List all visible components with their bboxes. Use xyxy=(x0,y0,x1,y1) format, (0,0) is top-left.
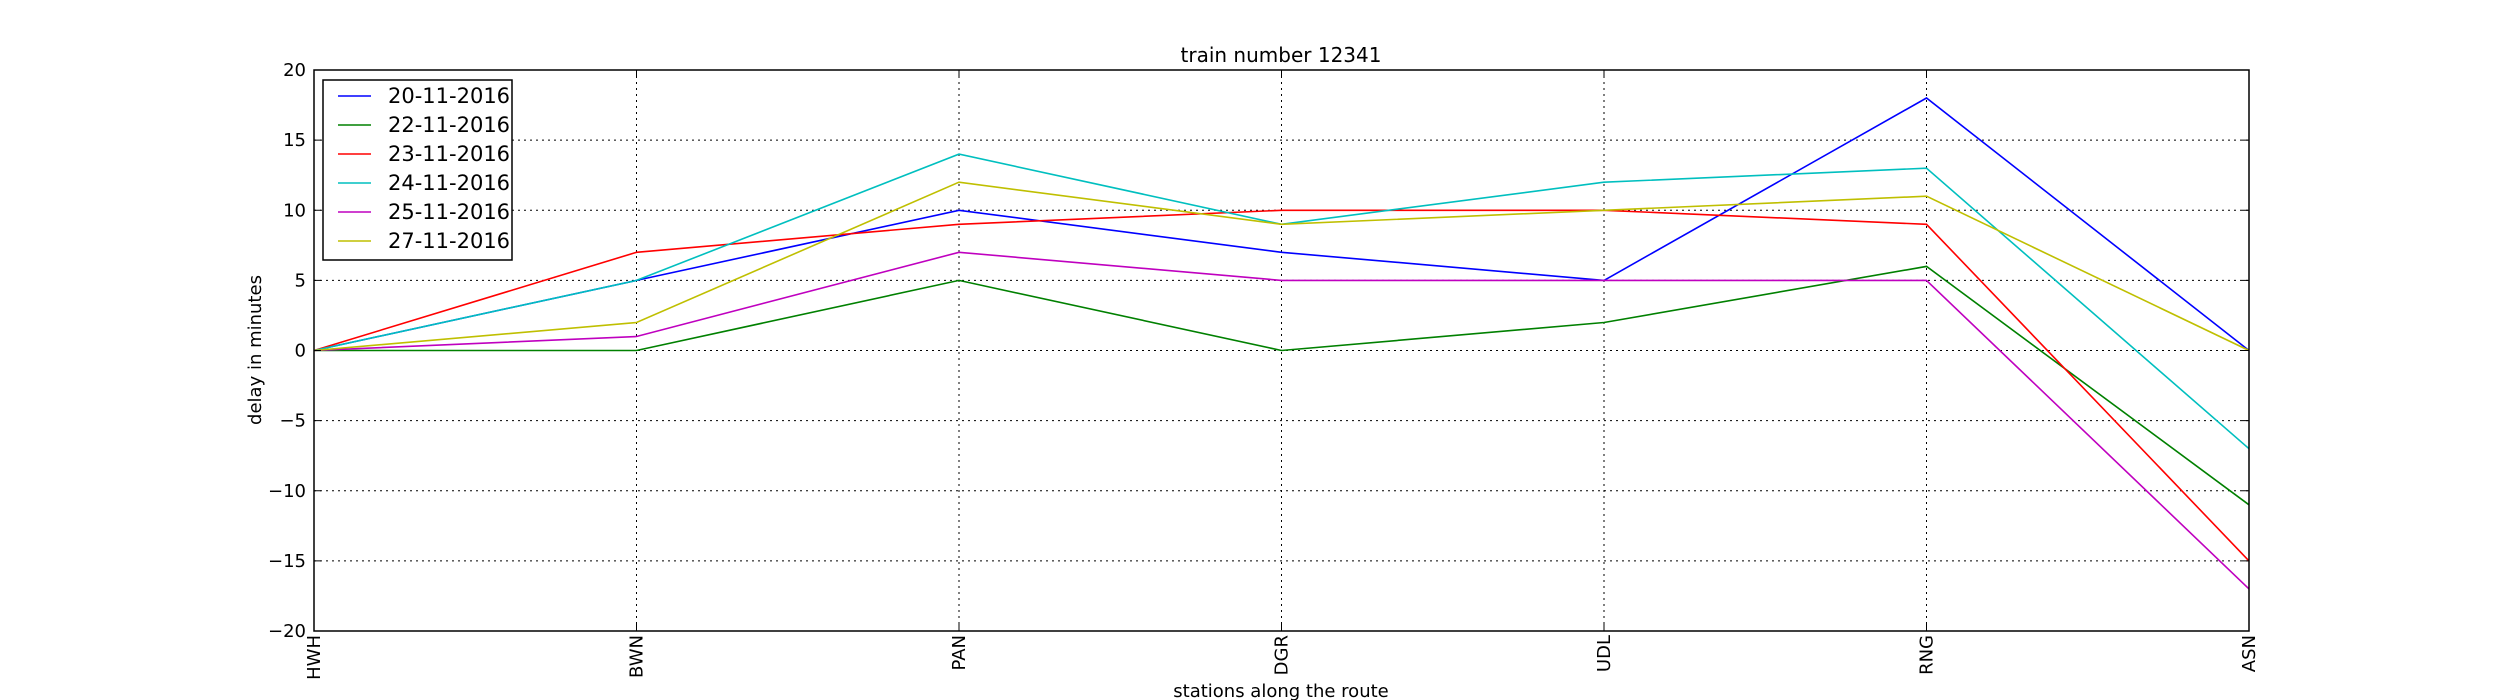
series-line-25-11-2016 xyxy=(313,251,2250,590)
x-tick-label-pan: PAN xyxy=(949,635,970,670)
x-axis-label: stations along the route xyxy=(1173,681,1388,700)
y-tick-label: 10 xyxy=(283,200,306,221)
series-line-23-11-2016 xyxy=(313,209,2250,562)
x-tick-label-udl: UDL xyxy=(1594,635,1615,672)
legend-label-25-11-2016: 25-11-2016 xyxy=(388,200,510,224)
y-axis-label: delay in minutes xyxy=(245,275,266,425)
series-line-27-11-2016 xyxy=(313,181,2250,352)
x-tick-label-dgr: DGR xyxy=(1272,635,1293,675)
x-tick-label-asn: ASN xyxy=(2239,635,2260,672)
legend: 20-11-2016 22-11-2016 23-11-2016 24-11-2016… xyxy=(322,79,513,261)
y-tick-label: 20 xyxy=(283,60,306,81)
y-tick-label: −15 xyxy=(268,551,306,572)
y-tick-label: −10 xyxy=(268,481,306,502)
y-tick-label: 15 xyxy=(283,130,306,151)
y-axis-ticks: −20 −15 −10 −5 0 5 10 15 20 xyxy=(268,60,2249,642)
series-line-24-11-2016 xyxy=(313,153,2250,450)
y-tick-label: 0 xyxy=(295,341,306,362)
x-tick-label-bwn: BWN xyxy=(627,635,648,678)
legend-box xyxy=(322,79,513,261)
legend-label-27-11-2016: 27-11-2016 xyxy=(388,229,510,253)
legend-label-22-11-2016: 22-11-2016 xyxy=(388,113,510,137)
y-tick-label: −20 xyxy=(268,621,306,642)
x-tick-label-hwh: HWH xyxy=(304,635,325,680)
chart-title: train number 12341 xyxy=(1181,43,1382,67)
x-axis-ticks: HWH BWN PAN DGR UDL RNG ASN xyxy=(304,70,2260,680)
series-line-22-11-2016 xyxy=(314,265,2250,506)
legend-label-23-11-2016: 23-11-2016 xyxy=(388,142,510,166)
y-tick-label: −5 xyxy=(279,411,306,432)
legend-items: 20-11-2016 22-11-2016 23-11-2016 24-11-2016… xyxy=(338,84,510,253)
legend-label-20-11-2016: 20-11-2016 xyxy=(388,84,510,108)
x-tick-label-rng: RNG xyxy=(1917,635,1938,675)
y-tick-label: 5 xyxy=(295,270,306,291)
series-lines xyxy=(313,97,2250,590)
legend-label-24-11-2016: 24-11-2016 xyxy=(388,171,510,195)
